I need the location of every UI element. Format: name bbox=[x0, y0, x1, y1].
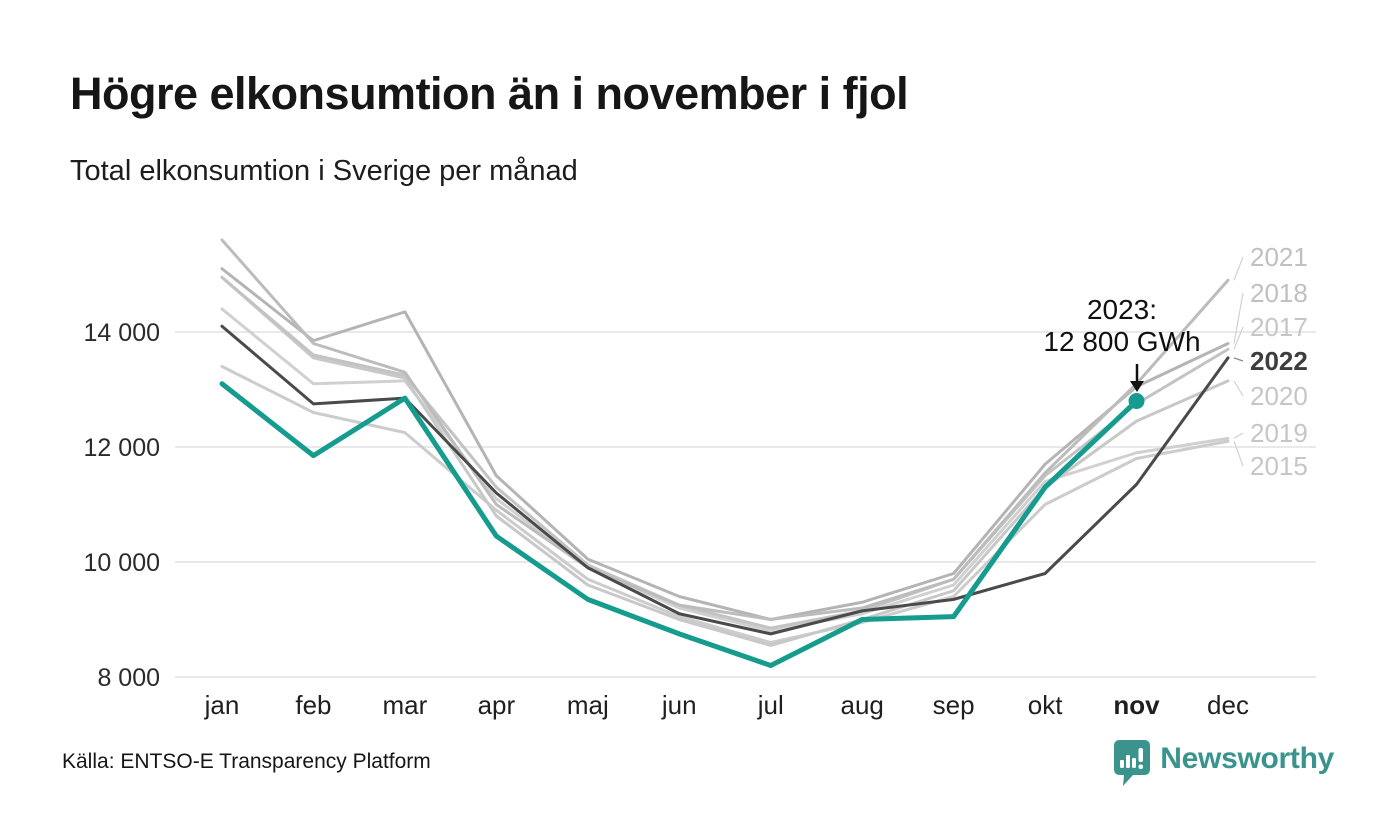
annotation-line2: 12 800 GWh bbox=[1043, 326, 1201, 358]
x-axis-label-feb: feb bbox=[295, 690, 331, 720]
source-note: Källa: ENTSO-E Transparency Platform bbox=[62, 750, 431, 773]
x-axis-label-jun: jun bbox=[661, 690, 697, 720]
y-axis-tick-10000: 10 000 bbox=[84, 549, 160, 577]
chart-subtitle: Total elkonsumtion i Sverige per månad bbox=[70, 155, 578, 187]
x-axis-label-maj: maj bbox=[567, 690, 609, 720]
newsworthy-logo: Newsworthy bbox=[1114, 740, 1334, 786]
newsworthy-bubble-icon bbox=[1114, 740, 1151, 786]
line-2015 bbox=[220, 365, 1230, 644]
y-axis-tick-8000: 8 000 bbox=[97, 664, 160, 692]
leader-line-2018 bbox=[1233, 292, 1244, 344]
line-2017 bbox=[220, 275, 1230, 630]
grid-layer: 14 000 12 000 10 000 8 000 jan feb mar apr maj ju… bbox=[84, 319, 1316, 720]
year-label-2018: 2018 bbox=[1250, 278, 1308, 308]
series-layer bbox=[219, 238, 1230, 668]
line-2023 bbox=[219, 381, 1140, 668]
annotation-arrow-icon bbox=[1130, 364, 1144, 392]
x-axis-label-mar: mar bbox=[383, 690, 428, 720]
line-2022 bbox=[220, 324, 1230, 636]
annotation-line1: 2023: bbox=[1086, 294, 1158, 325]
x-axis-label-dec: dec bbox=[1207, 690, 1249, 720]
highlight-dot-2023 bbox=[1128, 393, 1145, 409]
chart-title: Högre elkonsumtion än i november i fjol bbox=[70, 68, 909, 119]
x-axis-label-aug: aug bbox=[840, 690, 883, 720]
year-label-2020: 2020 bbox=[1250, 381, 1308, 411]
x-axis-label-jul: jul bbox=[757, 690, 784, 720]
x-axis-label-jan: jan bbox=[204, 690, 240, 720]
year-label-2019: 2019 bbox=[1250, 418, 1308, 448]
leader-line-2017 bbox=[1233, 326, 1244, 350]
brand-name: Newsworthy bbox=[1160, 742, 1334, 775]
y-axis-tick-14000: 14 000 bbox=[84, 319, 160, 347]
leader-line-2019 bbox=[1233, 432, 1244, 439]
annotation-2023: 2023: 12 800 GWh bbox=[1022, 294, 1222, 359]
line-2018 bbox=[220, 267, 1230, 621]
leader-line-2021 bbox=[1233, 256, 1244, 281]
leader-line-2022 bbox=[1233, 357, 1244, 362]
year-label-2022: 2022 bbox=[1250, 346, 1308, 376]
leader-line-2020 bbox=[1233, 380, 1244, 397]
year-label-2017: 2017 bbox=[1250, 312, 1308, 342]
x-axis-label-sep: sep bbox=[933, 690, 975, 720]
year-label-2021: 2021 bbox=[1250, 242, 1308, 272]
y-axis-tick-12000: 12 000 bbox=[84, 434, 160, 462]
year-label-2015: 2015 bbox=[1250, 451, 1308, 481]
x-axis-label-okt: okt bbox=[1028, 690, 1063, 720]
leader-line-2015 bbox=[1233, 441, 1244, 467]
x-axis-label-nov: nov bbox=[1113, 690, 1160, 720]
line-2021 bbox=[220, 238, 1230, 621]
x-axis-label-apr: apr bbox=[478, 690, 516, 720]
